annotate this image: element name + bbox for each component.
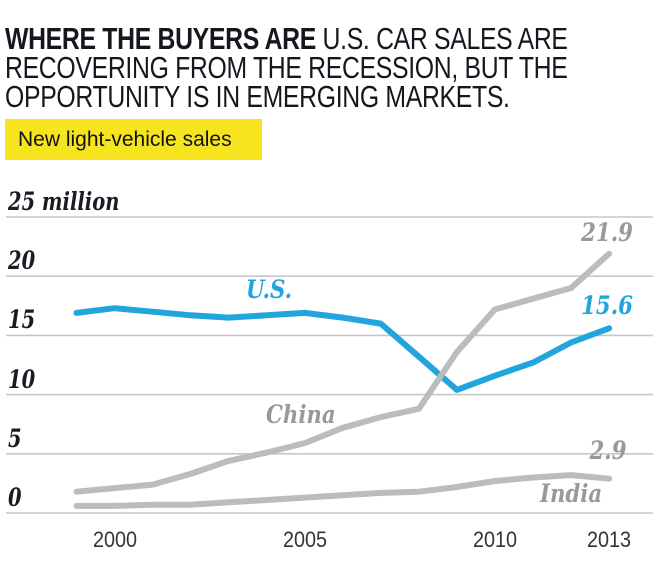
chart-subtitle-tag: New light-vehicle sales — [5, 119, 262, 160]
headline-regular-line-1: U.S. CAR SALES ARE — [315, 20, 568, 56]
y-axis-label-0: 0 — [8, 483, 22, 512]
series-label-us: U.S. — [246, 275, 292, 304]
end-value-label-india: 2.9 — [589, 436, 626, 465]
series-line-china — [73, 250, 613, 495]
y-axis-label-25: 25 million — [8, 187, 120, 216]
series-label-india: India — [540, 479, 603, 508]
x-axis-label-2000: 2000 — [92, 527, 137, 552]
series-line-us — [73, 305, 613, 393]
y-axis-label-20: 20 — [8, 246, 36, 276]
headline-regular-line-2: RECOVERING FROM THE RECESSION, BUT THE — [5, 49, 568, 85]
x-axis-label-2005: 2005 — [282, 527, 327, 552]
y-axis-label-10: 10 — [8, 364, 36, 394]
chart-subtitle-label: New light-vehicle sales — [18, 127, 232, 151]
series-line-india — [73, 472, 613, 509]
x-axis-label-2010: 2010 — [472, 527, 518, 552]
x-axis-label-2013: 2013 — [587, 527, 632, 552]
series-label-china: China — [266, 400, 336, 429]
end-value-label-us: 15.6 — [581, 291, 633, 320]
y-axis-label-5: 5 — [8, 423, 22, 453]
y-axis-label-15: 15 — [8, 305, 36, 335]
headline: WHERE THE BUYERS ARE U.S. CAR SALES ARE … — [5, 20, 656, 114]
headline-bold: WHERE THE BUYERS ARE — [5, 20, 316, 56]
headline-regular-line-3: OPPORTUNITY IS IN EMERGING MARKETS. — [5, 78, 510, 114]
end-value-label-china: 21.9 — [581, 218, 633, 247]
